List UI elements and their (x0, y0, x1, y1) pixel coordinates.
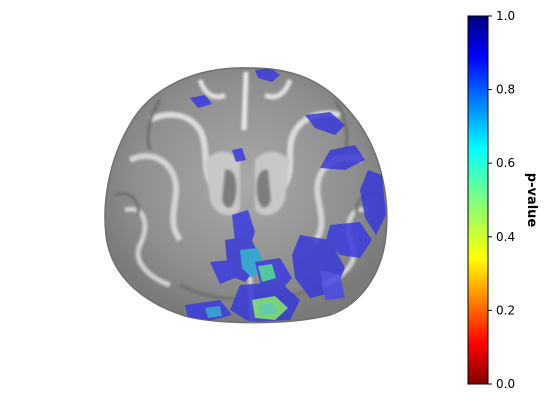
colorbar-tick-label: 1.0 (496, 9, 515, 23)
colorbar-gradient (467, 15, 489, 385)
colorbar-tick-label: 0.2 (496, 303, 515, 317)
colorbar-tick-label: 0.8 (496, 83, 515, 97)
p-value-overlay (185, 68, 386, 322)
colorbar-label: p-value (524, 173, 539, 228)
colorbar-tick-label: 0.4 (496, 230, 515, 244)
colorbar-tick-label: 0.6 (496, 156, 515, 170)
colorbar: 0.0 0.2 0.4 0.6 0.8 1.0 p-value (467, 9, 539, 391)
brain-slice (104, 67, 388, 324)
colorbar-ticks: 0.0 0.2 0.4 0.6 0.8 1.0 (488, 9, 515, 391)
colorbar-tick-label: 0.0 (496, 377, 515, 391)
